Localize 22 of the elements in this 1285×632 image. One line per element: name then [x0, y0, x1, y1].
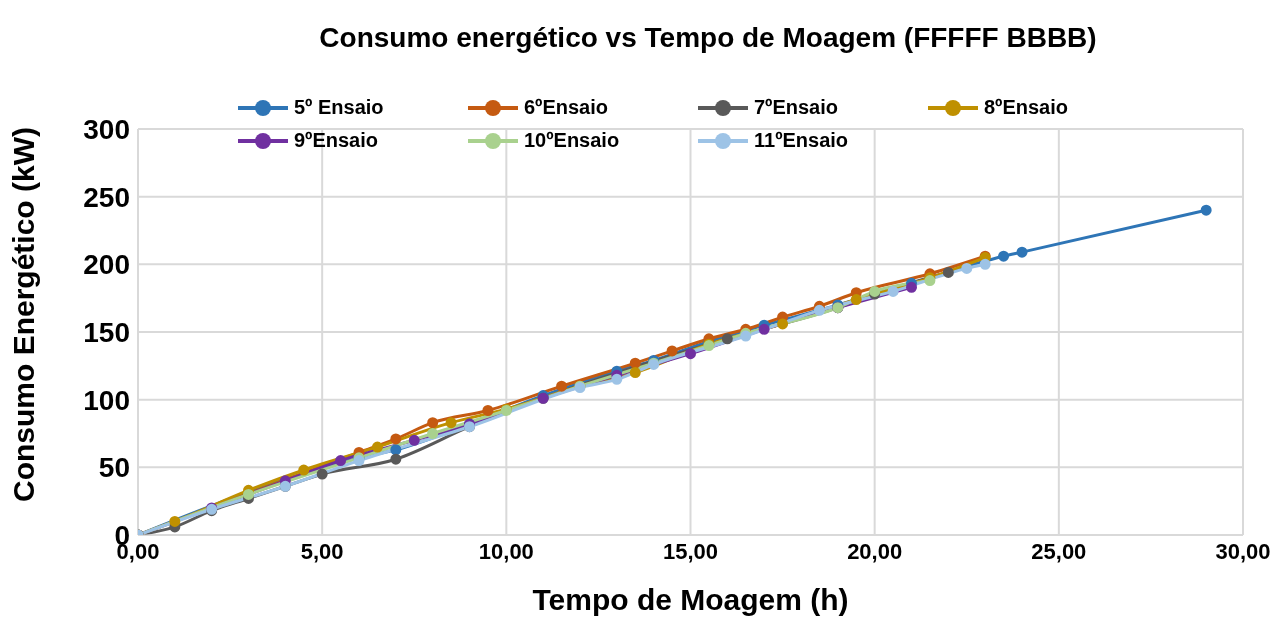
legend-label: 11ºEnsaio: [754, 129, 849, 152]
legend-label: 10ºEnsaio: [524, 129, 620, 152]
legend-label: 9ºEnsaio: [294, 129, 379, 152]
x-tick-label: 5,00: [300, 538, 344, 564]
legend-label: 8ºEnsaio: [984, 96, 1069, 119]
legend-label: 5º Ensaio: [294, 96, 384, 119]
x-tick-label: 20,00: [847, 538, 903, 564]
y-tick-label: 300: [83, 113, 130, 145]
x-tick-label: 10,00: [478, 538, 534, 564]
x-tick-label: 15,00: [662, 538, 719, 564]
y-tick-label: 150: [83, 316, 130, 348]
chart-title: Consumo energético vs Tempo de Moagem (FFFFF BBBB): [318, 22, 1098, 54]
y-tick-label: 50: [98, 452, 130, 484]
y-tick-label: 100: [83, 384, 130, 416]
y-tick-label: 250: [83, 181, 130, 213]
legend-label: 6ºEnsaio: [524, 96, 609, 119]
legend-label: 7ºEnsaio: [754, 96, 839, 119]
x-tick-label: 30,00: [1215, 538, 1271, 564]
x-tick-label: 25,00: [1031, 538, 1087, 564]
y-axis-title: Consumo Energético (kW): [6, 126, 40, 502]
y-tick-label: 200: [83, 249, 130, 281]
x-axis-title: Tempo de Moagem (h): [532, 583, 849, 616]
